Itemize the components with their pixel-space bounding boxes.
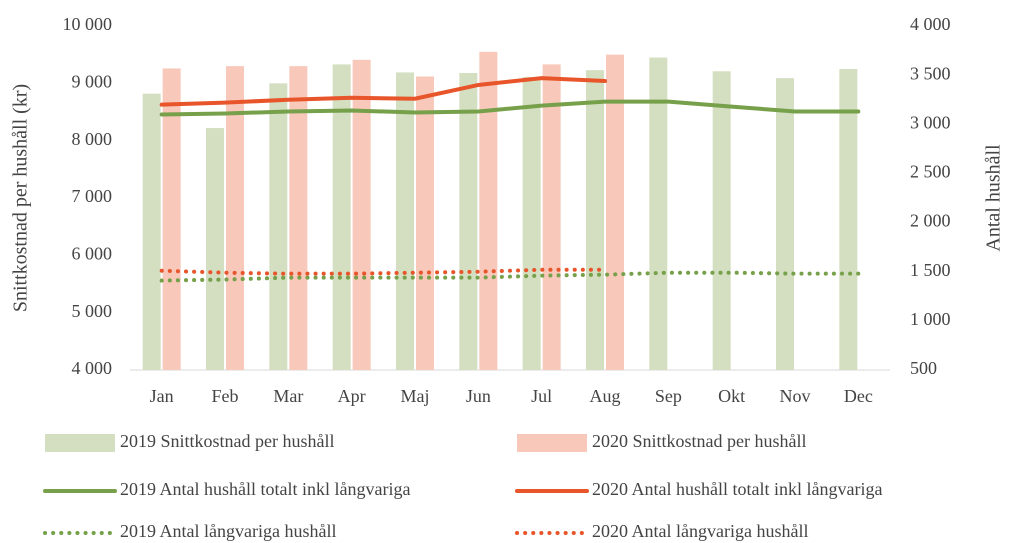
- bar: [649, 57, 668, 371]
- bar: [269, 83, 288, 370]
- line: [159, 76, 607, 107]
- bar: [586, 70, 604, 370]
- bar: [606, 54, 624, 371]
- y2-tick-label: 2 500: [910, 162, 951, 182]
- y2-tick-label: 2 000: [910, 211, 951, 231]
- legend-label: 2020 Snittkostnad per hushåll: [592, 431, 807, 451]
- x-tick-label: Feb: [212, 386, 239, 406]
- x-tick-label: Nov: [780, 386, 811, 406]
- bar: [396, 72, 414, 370]
- bar: [542, 64, 561, 370]
- bar: [522, 77, 541, 370]
- bar: [776, 78, 794, 370]
- bar: [839, 69, 858, 370]
- x-tick-label: Maj: [401, 386, 430, 406]
- legend-label: 2020 Antal hushåll totalt inkl långvarig…: [592, 479, 882, 499]
- y2-tick-label: 1 000: [910, 309, 951, 329]
- bar: [416, 76, 434, 370]
- x-tick-label: Apr: [338, 386, 366, 406]
- x-tick-label: Mar: [273, 386, 303, 406]
- x-tick-label: Jul: [531, 386, 552, 406]
- x-tick-label: Jan: [150, 386, 174, 406]
- bar: [142, 93, 161, 371]
- legend-swatch: [45, 434, 115, 452]
- y2-axis-title: Antal hushåll: [983, 144, 1005, 252]
- y-tick-label: 10 000: [63, 14, 113, 34]
- y-tick-label: 6 000: [72, 243, 113, 263]
- y-tick-label: 7 000: [72, 186, 113, 206]
- y2-tick-label: 3 000: [910, 112, 951, 132]
- y2-tick-label: 1 500: [910, 260, 951, 280]
- line: [159, 270, 861, 283]
- legend-label: 2019 Snittkostnad per hushåll: [120, 431, 335, 451]
- bar: [479, 51, 498, 371]
- x-tick-label: Aug: [590, 386, 621, 406]
- legend-label: 2019 Antal hushåll totalt inkl långvarig…: [120, 479, 410, 499]
- legend-label: 2019 Antal långvariga hushåll: [120, 521, 336, 541]
- bar: [459, 73, 478, 370]
- y2-tick-label: 3 500: [910, 63, 951, 83]
- line: [159, 99, 861, 117]
- y-tick-label: 4 000: [72, 358, 113, 378]
- x-tick-label: Sep: [655, 386, 682, 406]
- y2-tick-label: 500: [910, 358, 937, 378]
- bar: [162, 68, 181, 370]
- bar: [712, 71, 731, 370]
- y-tick-label: 9 000: [72, 71, 113, 91]
- legend-label: 2020 Antal långvariga hushåll: [592, 521, 808, 541]
- x-tick-label: Dec: [844, 386, 873, 406]
- y-axis-title: Snittkostnad per hushåll (kr): [10, 84, 32, 312]
- line: [159, 267, 607, 276]
- bar: [332, 64, 351, 370]
- y2-tick-label: 4 000: [910, 14, 951, 34]
- bar: [352, 59, 371, 371]
- bar: [206, 128, 224, 370]
- y-tick-label: 5 000: [72, 301, 113, 321]
- bar: [289, 66, 308, 370]
- y-tick-label: 8 000: [72, 129, 113, 149]
- bar: [226, 66, 244, 370]
- legend-swatch: [517, 434, 587, 452]
- x-tick-label: Jun: [466, 386, 491, 406]
- x-tick-label: Okt: [718, 386, 745, 406]
